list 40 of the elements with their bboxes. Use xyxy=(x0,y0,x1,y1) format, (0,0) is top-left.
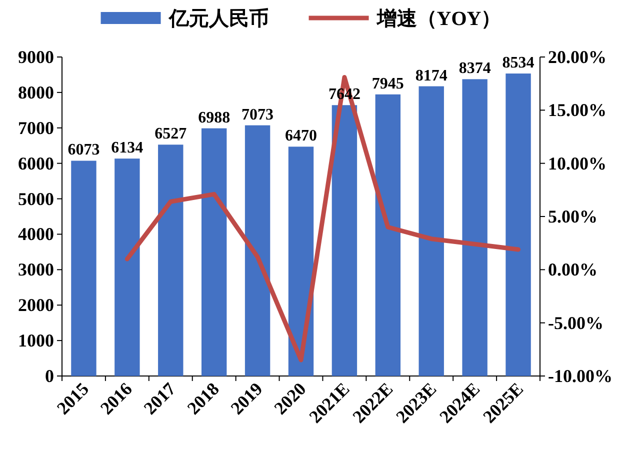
legend-label: 亿元人民币 xyxy=(168,7,269,30)
data-label: 6527 xyxy=(154,126,187,143)
data-label: 7945 xyxy=(372,75,404,92)
bar xyxy=(332,105,358,376)
data-label: 8534 xyxy=(502,54,534,72)
legend-label: 增速（YOY） xyxy=(376,8,502,30)
bar xyxy=(418,86,444,376)
bar xyxy=(506,74,531,376)
y-tick-label: 0 xyxy=(45,366,54,386)
bar xyxy=(71,160,96,376)
y-tick-label: 1000 xyxy=(18,330,54,351)
data-label: 8174 xyxy=(415,67,448,84)
y-tick-label: 2000 xyxy=(18,295,54,316)
y-tick-label: 8000 xyxy=(18,82,54,102)
data-label: 6073 xyxy=(68,142,100,159)
y-tick-label: 6000 xyxy=(18,153,54,174)
y2-tick-label: 5.00% xyxy=(548,206,598,226)
y-tick-label: 3000 xyxy=(18,260,54,280)
bar xyxy=(462,79,488,376)
data-label: 6988 xyxy=(198,109,230,126)
y2-tick-label: -10.00% xyxy=(548,366,612,386)
data-label: 8374 xyxy=(458,60,491,78)
y-tick-label: 4000 xyxy=(18,224,54,244)
bar xyxy=(288,146,314,376)
y2-tick-label: 15.00% xyxy=(548,100,606,120)
bar xyxy=(244,125,270,376)
y-tick-label: 9000 xyxy=(18,47,54,67)
data-label: 6134 xyxy=(111,140,144,157)
y2-tick-label: 0.00% xyxy=(548,260,598,280)
y2-tick-label: 20.00% xyxy=(548,47,606,67)
bar xyxy=(201,128,227,376)
bar xyxy=(375,94,401,376)
data-label: 7073 xyxy=(242,106,274,124)
data-label: 6470 xyxy=(285,128,317,145)
y2-tick-label: 10.00% xyxy=(548,153,606,174)
y2-tick-label: -5.00% xyxy=(548,312,604,333)
bar xyxy=(114,158,140,376)
bar xyxy=(158,144,184,376)
y-tick-label: 7000 xyxy=(18,118,54,138)
y-tick-label: 5000 xyxy=(18,188,54,209)
